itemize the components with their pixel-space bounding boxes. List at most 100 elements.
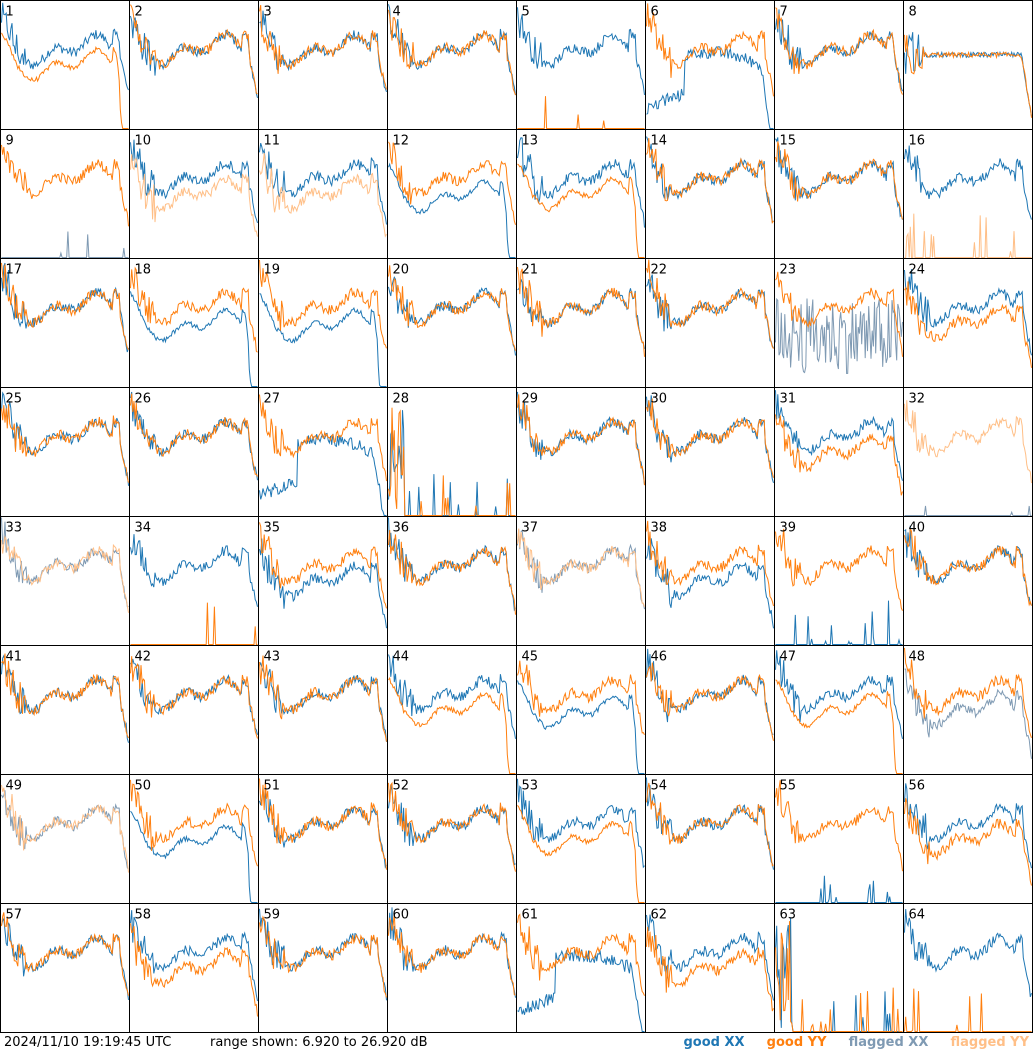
panel-label: 30 xyxy=(651,392,668,407)
panel-14: 14 xyxy=(645,129,775,259)
series-yy-55 xyxy=(775,780,903,872)
panel-17: 17 xyxy=(0,258,130,388)
panel-7: 7 xyxy=(774,0,904,130)
panel-label: 22 xyxy=(651,263,668,278)
panel-label: 13 xyxy=(522,134,539,149)
panel-label: 34 xyxy=(135,521,152,536)
series-yy-31 xyxy=(775,414,903,496)
series-yy-35 xyxy=(259,522,387,609)
panel-48: 48 xyxy=(903,645,1033,775)
series-xx-43 xyxy=(259,661,387,742)
panel-frame xyxy=(516,774,646,904)
series-xx-55 xyxy=(775,875,903,903)
panel-frame xyxy=(387,774,517,904)
series-xx-23 xyxy=(775,297,903,375)
panel-47: 47 xyxy=(774,645,904,775)
series-yy-54 xyxy=(646,782,774,867)
panel-label: 58 xyxy=(135,908,152,923)
panel-39: 39 xyxy=(774,516,904,646)
legend-good-yy: good YY xyxy=(766,1035,827,1050)
panel-frame xyxy=(0,0,130,130)
series-xx-5 xyxy=(517,7,645,95)
series-yy-9 xyxy=(1,144,129,227)
series-yy-57 xyxy=(1,912,129,996)
series-xx-30 xyxy=(646,395,774,484)
series-yy-51 xyxy=(259,778,387,870)
series-xx-29 xyxy=(517,391,645,485)
panel-label: 15 xyxy=(780,134,797,149)
panel-frame xyxy=(258,774,388,904)
series-xx-7 xyxy=(775,9,903,92)
series-yy-23 xyxy=(775,271,903,357)
panel-frame xyxy=(258,903,388,1033)
series-xx-24 xyxy=(904,269,1032,356)
panel-61: 61 xyxy=(516,903,646,1033)
panel-42: 42 xyxy=(129,645,259,775)
series-yy-60 xyxy=(388,913,516,996)
panel-64: 64 xyxy=(903,903,1033,1033)
panel-frame xyxy=(774,129,904,259)
panel-56: 56 xyxy=(903,774,1033,904)
panel-frame xyxy=(516,903,646,1033)
panel-28: 28 xyxy=(387,387,517,517)
series-yy-2 xyxy=(130,4,258,95)
series-yy-19 xyxy=(259,259,387,349)
series-xx-19 xyxy=(259,293,387,387)
panel-frame xyxy=(774,774,904,904)
panel-label: 50 xyxy=(135,779,152,794)
panel-frame xyxy=(387,129,517,259)
panel-label: 42 xyxy=(135,650,152,665)
series-yy-4 xyxy=(388,9,516,96)
panel-label: 19 xyxy=(264,263,281,278)
panel-label: 6 xyxy=(651,5,659,20)
series-xx-35 xyxy=(259,538,387,629)
panel-57: 57 xyxy=(0,903,130,1033)
panel-36: 36 xyxy=(387,516,517,646)
series-xx-44 xyxy=(388,654,516,739)
panel-18: 18 xyxy=(129,258,259,388)
series-yy-64 xyxy=(904,988,1032,1032)
panel-23: 23 xyxy=(774,258,904,388)
panel-frame xyxy=(645,774,775,904)
panel-13: 13 xyxy=(516,129,646,259)
series-yy-36 xyxy=(388,530,516,615)
panel-frame xyxy=(387,903,517,1033)
series-yy-7 xyxy=(775,7,903,95)
series-yy-22 xyxy=(646,259,774,349)
panel-label: 44 xyxy=(393,650,410,665)
series-xx-54 xyxy=(646,777,774,870)
series-yy-34 xyxy=(130,602,258,645)
panel-4: 4 xyxy=(387,0,517,130)
panel-label: 60 xyxy=(393,908,410,923)
series-xx-45 xyxy=(517,680,645,774)
panel-frame xyxy=(387,387,517,517)
panel-frame xyxy=(129,516,259,646)
panel-24: 24 xyxy=(903,258,1033,388)
panel-label: 2 xyxy=(135,5,143,20)
panel-label: 20 xyxy=(393,263,410,278)
legend: good XX good YY flagged XX flagged YY xyxy=(665,1033,1029,1053)
series-yy-25 xyxy=(1,404,129,483)
panel-51: 51 xyxy=(258,774,388,904)
series-yy-6 xyxy=(646,3,774,97)
series-xx-64 xyxy=(904,909,1032,998)
panel-41: 41 xyxy=(0,645,130,775)
series-yy-3 xyxy=(259,5,387,90)
series-xx-39 xyxy=(775,600,903,646)
panel-frame xyxy=(129,258,259,388)
series-yy-16 xyxy=(904,213,1032,258)
panel-frame xyxy=(903,903,1033,1033)
series-yy-46 xyxy=(646,662,774,741)
panel-label: 52 xyxy=(393,779,410,794)
panel-30: 30 xyxy=(645,387,775,517)
series-xx-33 xyxy=(1,517,129,608)
panel-label: 47 xyxy=(780,650,797,665)
series-xx-27 xyxy=(259,432,387,516)
series-yy-48 xyxy=(904,647,1032,738)
panel-label: 17 xyxy=(6,263,23,278)
panel-frame xyxy=(387,258,517,388)
panel-frame xyxy=(0,129,130,259)
panel-label: 5 xyxy=(522,5,530,20)
panel-label: 23 xyxy=(780,263,797,278)
panel-3: 3 xyxy=(258,0,388,130)
